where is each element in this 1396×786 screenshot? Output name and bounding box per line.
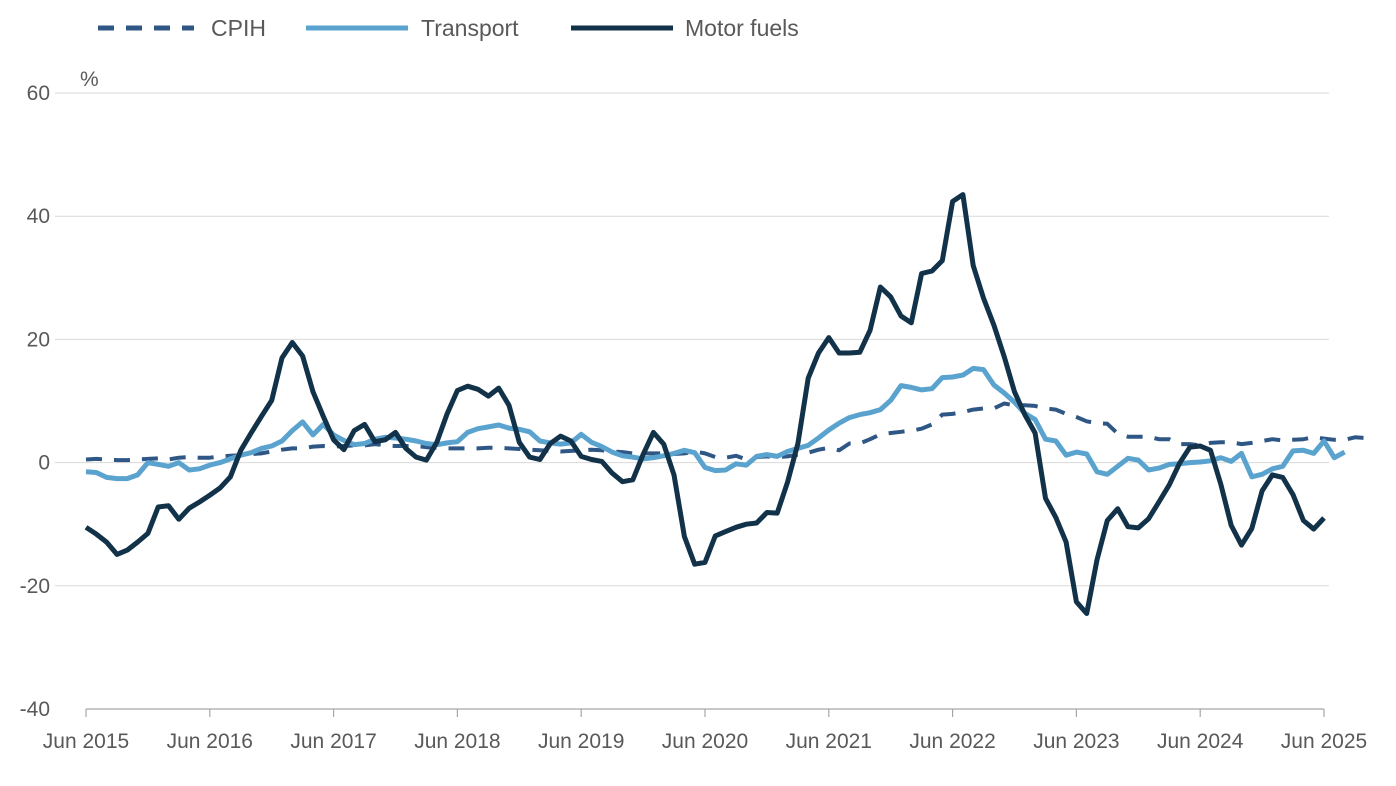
legend: CPIH Transport Motor fuels	[98, 15, 799, 41]
x-tick-label: Jun 2023	[1033, 730, 1119, 753]
y-tick-label: -40	[20, 698, 50, 721]
legend-label-cpih: CPIH	[211, 15, 266, 41]
x-tick-label: Jun 2021	[786, 730, 872, 753]
legend-item-transport: Transport	[306, 15, 519, 41]
legend-label-transport: Transport	[421, 15, 519, 41]
legend-item-motor-fuels: Motor fuels	[571, 15, 799, 41]
x-tick-label: Jun 2025	[1281, 730, 1367, 753]
x-tick-label: Jun 2022	[909, 730, 995, 753]
x-tick-label: Jun 2019	[538, 730, 624, 753]
y-tick-label: -20	[20, 575, 50, 598]
gridlines	[55, 92, 1329, 587]
x-tick-label: Jun 2015	[43, 730, 129, 753]
x-tick-label: Jun 2024	[1157, 730, 1244, 753]
x-tick-label: Jun 2016	[167, 730, 253, 753]
y-tick-label: 40	[27, 205, 50, 228]
series-line-motor-fuels	[84, 192, 1326, 616]
series-line-cpih	[85, 401, 1366, 463]
x-tick-label: Jun 2017	[290, 730, 376, 753]
y-axis: -40 -20 0 20 40 60	[20, 82, 50, 721]
y-tick-label: 20	[27, 328, 50, 351]
x-tick-label: Jun 2018	[414, 730, 500, 753]
x-axis: Jun 2015 Jun 2016 Jun 2017 Jun 2018 Jun 2019…	[43, 708, 1367, 753]
x-tick-label: Jun 2020	[662, 730, 748, 753]
y-tick-label: 0	[38, 452, 50, 475]
y-axis-unit-label: %	[80, 68, 99, 91]
series-line-transport	[85, 365, 1346, 482]
legend-label-motor-fuels: Motor fuels	[685, 15, 799, 41]
y-tick-label: 60	[27, 82, 50, 105]
series-lines	[84, 192, 1366, 616]
legend-item-cpih: CPIH	[98, 15, 266, 41]
